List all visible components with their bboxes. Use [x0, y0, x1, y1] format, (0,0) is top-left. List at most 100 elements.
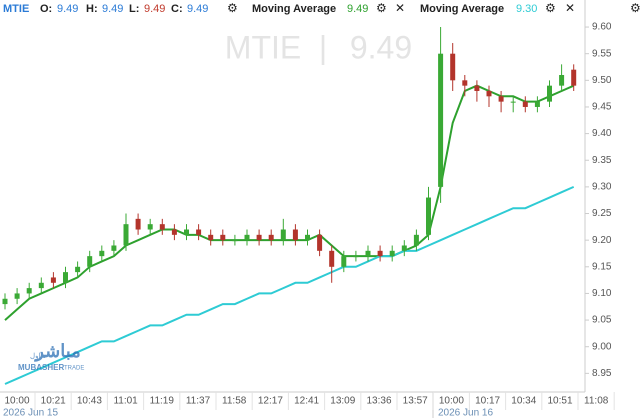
- x-tick-label: 11:01: [113, 396, 138, 407]
- candle-body: [389, 250, 395, 257]
- high-label: H:: [86, 3, 98, 15]
- candle-body: [534, 101, 540, 107]
- settings-icon[interactable]: ⚙: [227, 1, 238, 15]
- candle-body: [87, 256, 93, 267]
- plot: [2, 27, 577, 385]
- x-tick-label: 10:00: [439, 396, 464, 407]
- candle-body: [232, 240, 238, 242]
- x-tick-label: 13:09: [330, 396, 355, 407]
- x-tick-label: 10:34: [511, 396, 536, 407]
- candle-body: [317, 234, 323, 251]
- candle-body: [498, 96, 504, 102]
- candle-body: [450, 53, 456, 81]
- candle-body: [280, 229, 286, 241]
- candle-body: [413, 234, 419, 246]
- indicator-name: Moving Average: [420, 3, 504, 15]
- candle-body: [341, 256, 347, 267]
- close-icon[interactable]: ✕: [565, 1, 575, 15]
- settings-icon[interactable]: ⚙: [545, 1, 556, 15]
- low-label: L:: [129, 3, 139, 15]
- logo-arabic: مباشر: [33, 341, 81, 362]
- y-tick-label: 9.40: [592, 128, 612, 139]
- x-tick-label: 12:17: [258, 396, 283, 407]
- candle-body: [377, 250, 383, 257]
- candle-body: [14, 293, 20, 299]
- x-tick-label: 10:43: [77, 396, 102, 407]
- close-value: 9.49: [187, 3, 208, 15]
- candle-body: [522, 101, 528, 107]
- candle-body: [50, 277, 56, 283]
- settings-icon[interactable]: ⚙: [630, 1, 640, 15]
- candle-body: [353, 256, 359, 258]
- candle-body: [75, 266, 81, 273]
- watermark-price: 9.49: [350, 29, 412, 65]
- y-tick-label: 9.05: [592, 315, 612, 326]
- y-tick-label: 9.25: [592, 208, 612, 219]
- logo-name: MUBASHER: [18, 363, 64, 372]
- symbol: MTIE: [3, 3, 29, 15]
- candle-body: [99, 250, 105, 257]
- x-tick-label: 11:58: [222, 396, 247, 407]
- y-tick-label: 9.35: [592, 155, 612, 166]
- candle-body: [365, 250, 371, 257]
- candle-body: [474, 85, 480, 91]
- candle-body: [292, 229, 298, 241]
- candle-body: [462, 80, 468, 86]
- date-label: 2026 Jun 15: [3, 408, 58, 418]
- y-tick-label: 9.10: [592, 288, 612, 299]
- x-tick-label: 13:57: [403, 396, 428, 407]
- settings-icon[interactable]: ⚙: [376, 1, 387, 15]
- candle-body: [486, 90, 492, 97]
- candle-body: [2, 298, 8, 305]
- logo-sub: TRADE: [64, 366, 84, 372]
- open-label: O:: [40, 3, 52, 15]
- candle-body: [111, 245, 117, 251]
- x-tick-label: 11:08: [584, 396, 609, 407]
- candle-body: [38, 282, 44, 289]
- candle-body: [559, 74, 565, 86]
- x-tick-label: 13:36: [366, 396, 391, 407]
- y-tick-label: 9.30: [592, 182, 612, 193]
- candle-body: [426, 197, 431, 235]
- y-tick-label: 9.60: [592, 22, 612, 33]
- open-value: 9.49: [57, 3, 78, 15]
- x-tick-label: 10:17: [475, 396, 500, 407]
- candle-body: [571, 69, 577, 86]
- x-tick-label: 11:37: [186, 396, 211, 407]
- y-tick-label: 8.95: [592, 368, 612, 379]
- moving-average-line: [4, 185, 575, 385]
- close-icon[interactable]: ✕: [395, 1, 405, 15]
- candle-body: [438, 53, 444, 187]
- watermark-symbol: MTIE: [225, 29, 301, 65]
- candle-body: [135, 218, 141, 230]
- candle-body: [159, 224, 165, 230]
- indicator-value: 9.49: [347, 3, 368, 15]
- candle-body: [147, 224, 153, 230]
- candle-body: [244, 234, 250, 241]
- candle-body: [510, 101, 516, 103]
- x-tick-label: 10:21: [41, 396, 66, 407]
- candle-body: [401, 245, 407, 251]
- candle-body: [329, 250, 335, 267]
- y-tick-label: 9.20: [592, 235, 612, 246]
- y-tick-label: 9.55: [592, 48, 612, 59]
- watermark-separator: |: [319, 29, 327, 65]
- y-tick-label: 9.50: [592, 75, 612, 86]
- candle-body: [171, 229, 177, 235]
- candle-body: [208, 234, 214, 241]
- x-tick-label: 10:00: [4, 396, 29, 407]
- candle-body: [256, 234, 262, 241]
- x-tick-label: 10:51: [547, 396, 572, 407]
- candle-body: [26, 288, 32, 294]
- y-tick-label: 9.15: [592, 261, 612, 272]
- candle-body: [184, 229, 189, 235]
- logo-arabic-sub: تداول: [30, 352, 46, 360]
- candle-body: [268, 234, 274, 241]
- indicator-value: 9.30: [516, 3, 537, 15]
- low-value: 9.49: [144, 3, 165, 15]
- x-tick-label: 11:19: [150, 396, 175, 407]
- y-tick-label: 9.00: [592, 341, 612, 352]
- candle-body: [547, 85, 552, 102]
